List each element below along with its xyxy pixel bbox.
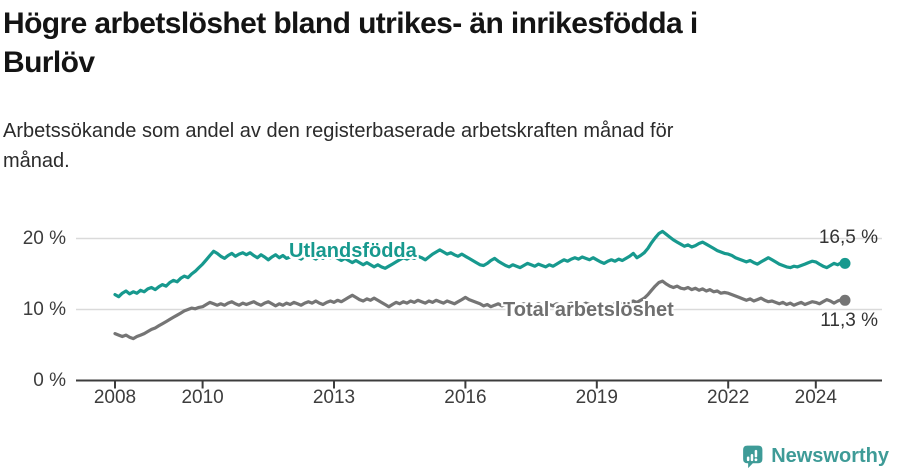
x-tick-label-2024: 2024 [794,387,837,408]
title-line-1: Högre arbetslöshet bland utrikes- än inr… [3,7,698,40]
x-tick-label-2008: 2008 [93,387,137,408]
brand-footer: Newsworthy [740,444,889,469]
x-tick-label-2022: 2022 [707,387,750,408]
x-tick-label-2013: 2013 [312,387,356,408]
y-tick-label-10: 10 % [22,298,66,320]
x-tick-label-2016: 2016 [444,387,487,408]
newsworthy-logo-icon [743,445,763,469]
brand-name: Newsworthy [771,445,889,467]
y-tick-label-20: 20 % [22,227,66,249]
y-tick-label-0: 0 % [33,369,66,391]
end-value-utlandsfodda: 16,5 % [818,227,878,248]
x-tick-label-2019: 2019 [575,387,618,408]
x-tick-label-2010: 2010 [181,387,224,408]
subtitle-line-2: månad. [3,150,70,172]
page-title: Högre arbetslöshet bland utrikes- än inr… [3,4,897,82]
series-label-utlandsfodda: Utlandsfödda [289,240,417,262]
series-label-total-arbetsloshet: Total arbetslöshet [503,299,674,321]
title-line-2: Burlöv [3,46,95,79]
subtitle-line-1: Arbetssökande som andel av den registerb… [3,120,674,142]
chart-subtitle: Arbetssökande som andel av den registerb… [3,116,897,176]
end-value-total: 11,3 % [820,310,878,331]
